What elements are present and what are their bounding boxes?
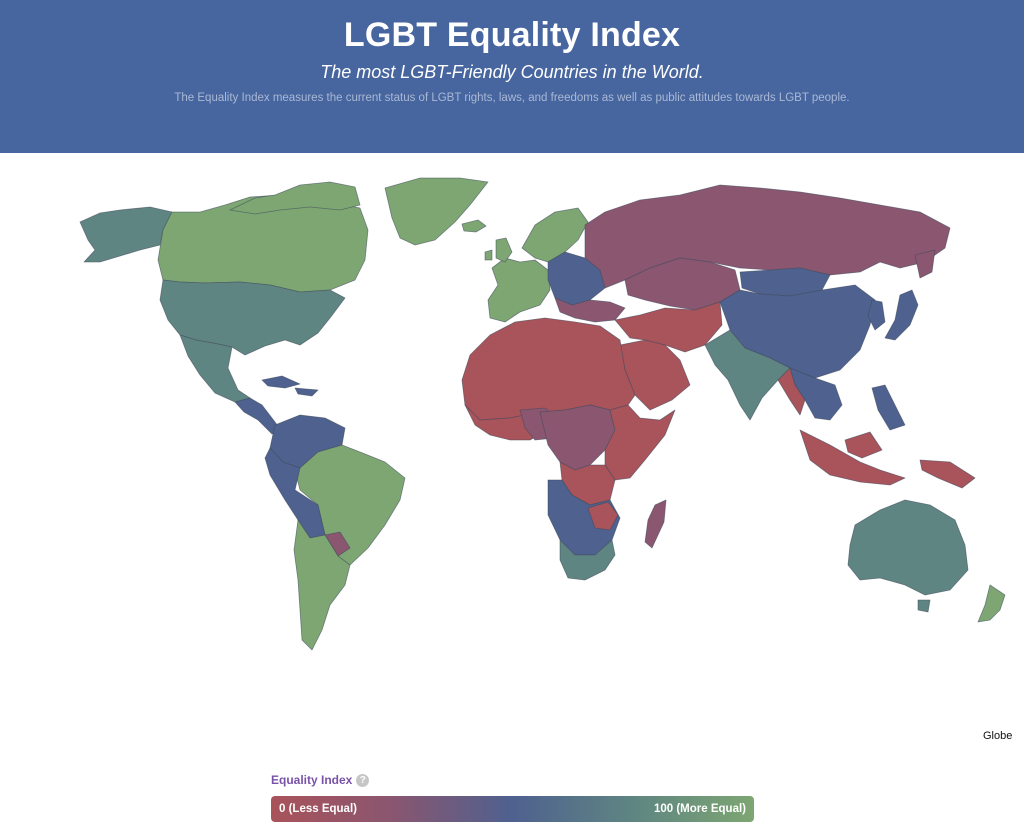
region-scandinavia[interactable] — [521, 207, 589, 263]
region-japan[interactable] — [884, 289, 919, 341]
region-papua[interactable] — [919, 459, 976, 489]
region-iceland[interactable] — [461, 219, 487, 233]
question-mark-icon[interactable]: ? — [356, 773, 370, 787]
region-korea[interactable] — [867, 299, 886, 331]
region-southern-africa-mid[interactable] — [547, 479, 621, 556]
page-description: The Equality Index measures the current … — [174, 92, 850, 104]
region-australia[interactable] — [847, 499, 969, 596]
region-mexico[interactable] — [179, 334, 251, 403]
globe-view-link[interactable]: Globe — [983, 730, 1013, 742]
region-caribbean[interactable] — [261, 375, 319, 397]
region-uk-ireland[interactable] — [484, 237, 513, 263]
legend-title-text: Equality Index — [271, 773, 353, 787]
region-middle-east[interactable] — [614, 301, 723, 353]
region-eastern-europe[interactable] — [547, 251, 606, 306]
legend-color-bar: 0 (Less Equal) 100 (More Equal) — [271, 796, 754, 822]
region-madagascar[interactable] — [644, 499, 667, 549]
region-zambia-zimbabwe[interactable] — [587, 501, 619, 531]
legend-min-label: 0 (Less Equal) — [279, 803, 357, 815]
page-subtitle: The most LGBT-Friendly Countries in the … — [320, 62, 704, 82]
region-southern-cone[interactable] — [293, 519, 351, 651]
region-western-europe[interactable] — [487, 257, 551, 323]
region-tasmania[interactable] — [917, 599, 931, 613]
region-arctic-islands[interactable] — [229, 181, 361, 215]
region-east-africa[interactable] — [604, 404, 676, 481]
region-central-africa[interactable] — [539, 404, 616, 471]
region-south-africa[interactable] — [559, 539, 616, 581]
region-north-africa[interactable] — [461, 317, 636, 421]
world-map[interactable] — [0, 153, 1024, 763]
region-balkans-turkey[interactable] — [554, 297, 626, 323]
region-indonesia[interactable] — [799, 429, 906, 486]
region-myanmar[interactable] — [777, 367, 806, 416]
page-header: LGBT Equality Index The most LGBT-Friend… — [0, 0, 1024, 153]
world-map-svg[interactable] — [0, 153, 1024, 763]
region-philippines[interactable] — [871, 384, 906, 431]
region-new-zealand[interactable] — [977, 584, 1006, 623]
legend-max-label: 100 (More Equal) — [653, 803, 746, 815]
region-india[interactable] — [704, 329, 791, 421]
region-kamchatka[interactable] — [914, 249, 936, 279]
region-alaska[interactable] — [79, 206, 173, 263]
page-title: LGBT Equality Index — [343, 16, 681, 54]
region-greenland[interactable] — [384, 177, 489, 246]
legend-title: Equality Index ? — [271, 773, 370, 787]
